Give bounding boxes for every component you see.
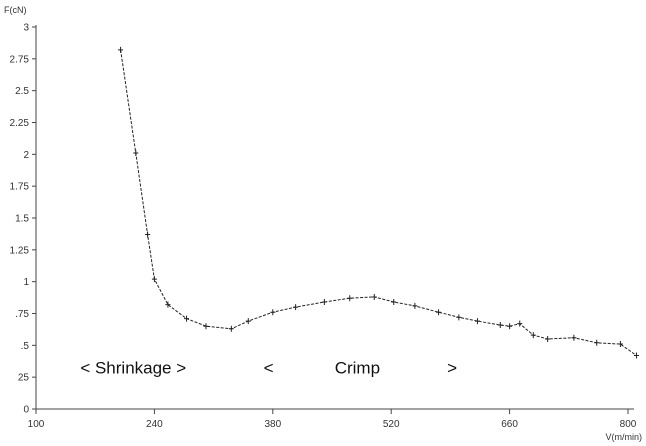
data-point [165,301,171,308]
annotation-label: Crimp [335,358,380,377]
data-point [391,299,397,306]
data-point [347,295,353,302]
data-point [497,321,503,328]
y-tick-label: 2.5 [15,86,29,97]
y-tick-label: 1 [23,277,29,288]
x-tick-label: 660 [501,419,518,430]
data-point [270,309,276,316]
data-point [617,341,623,348]
series-line [120,49,637,356]
y-axis-title: F(cN) [4,5,27,15]
y-tick-label: 0 [23,405,29,416]
data-point [474,318,480,325]
data-point [371,293,377,300]
annotation-label: > [447,358,457,377]
y-tick-label: 2.25 [10,118,30,129]
y-tick-label: 25 [18,373,30,384]
y-tick-label: .75 [15,309,29,320]
data-point [436,309,442,316]
x-tick-label: 240 [146,419,163,430]
x-axis-title: V(m/min) [606,432,643,442]
y-tick-label: 2 [23,150,29,161]
data-point [228,325,234,332]
data-point [293,304,299,311]
data-point [633,352,639,359]
data-point [571,334,577,341]
data-point [321,299,327,306]
data-point [517,320,523,327]
y-tick-label: 1.75 [10,182,30,193]
annotation-label: < Shrinkage > [80,358,186,377]
data-point [507,323,513,330]
y-tick-label: .5 [21,341,30,352]
data-point [203,323,209,330]
data-point [412,302,418,309]
y-tick-label: 1.5 [15,214,29,225]
data-point [594,339,600,346]
data-point [456,314,462,321]
annotation-label: < [264,358,274,377]
y-tick-label: 1.25 [10,245,30,256]
x-tick-label: 800 [620,419,637,430]
data-point [545,335,551,342]
data-point [133,150,139,157]
y-tick-label: 2.75 [10,54,30,65]
x-tick-label: 380 [264,419,281,430]
data-point [151,276,157,283]
data-point [118,46,124,53]
x-tick-label: 520 [383,419,400,430]
data-point [245,318,251,325]
data-point [530,332,536,339]
data-point [184,315,190,322]
y-tick-label: 3 [23,23,29,34]
data-point [145,231,151,238]
x-tick-label: 100 [28,419,45,430]
